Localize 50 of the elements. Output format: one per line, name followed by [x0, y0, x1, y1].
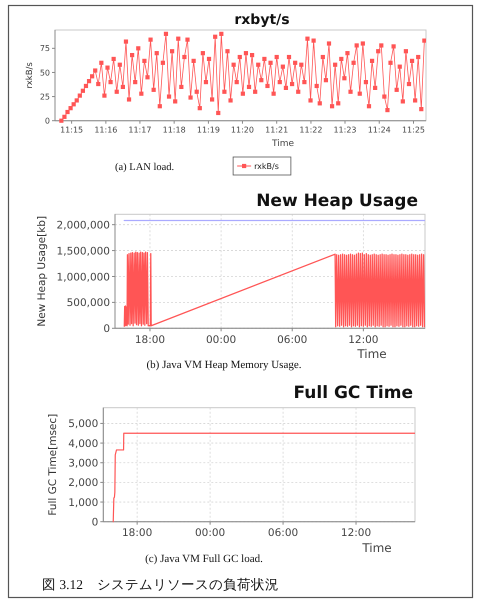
x-axis-title: Time: [356, 347, 387, 361]
chart-title: Full GC Time: [294, 383, 413, 403]
y-tick-label: 0: [103, 323, 110, 336]
x-tick-label: 12:00: [348, 334, 378, 346]
x-tick-label: 18:00: [134, 334, 166, 346]
x-tick-label: 11:20: [230, 126, 254, 135]
y-tick-label: 25: [40, 92, 50, 102]
x-tick-label: 00:00: [194, 527, 226, 540]
y-tick-label: 1,000: [68, 496, 98, 509]
x-tick-label: 06:00: [277, 334, 308, 346]
x-tick-label: 11:22: [299, 126, 322, 135]
y-tick-label: 3,000: [68, 458, 98, 470]
y-tick-label: 500,000: [66, 297, 110, 310]
x-tick-label: 11:18: [162, 126, 186, 135]
y-tick-label: 2,000,000: [56, 219, 110, 232]
y-axis-title: New Heap Usage[kb]: [36, 216, 48, 327]
x-tick-label: 11:16: [94, 126, 118, 135]
y-tick-label: 1,500,000: [56, 245, 110, 258]
y-tick-label: 75: [40, 44, 50, 54]
caption: 図 3.12 システムリソースの負荷状況: [42, 577, 279, 592]
y-axis-title: Full GC Time[msec]: [47, 414, 59, 516]
x-tick-label: 00:00: [206, 334, 236, 346]
line-series: [112, 432, 415, 522]
x-axis-title: Time: [361, 541, 392, 555]
y-tick-label: 2,000: [68, 477, 98, 490]
text: (b) Java VM Heap Memory Usage.: [146, 359, 302, 371]
y-tick-label: 1,000,000: [56, 271, 110, 284]
y-tick-label: 0: [92, 516, 98, 528]
y-axis-title: rxkB/s: [25, 62, 35, 89]
x-tick-label: 06:00: [268, 527, 298, 540]
text: (a) LAN load.: [115, 162, 174, 173]
x-tick-label: 18:00: [122, 527, 152, 540]
y-tick-label: 5,000: [68, 418, 98, 430]
chart-title: New Heap Usage: [256, 191, 418, 211]
line-series: [124, 251, 425, 328]
legend-label: rxkB/s: [254, 162, 279, 171]
x-tick-label: 11:15: [60, 126, 84, 135]
x-tick-label: 11:24: [368, 126, 391, 135]
y-tick-label: 0: [44, 116, 50, 126]
y-tick-label: 4,000: [68, 438, 98, 450]
y-tick-label: 50: [40, 68, 50, 78]
x-axis-title: Time: [270, 139, 294, 149]
x-tick-label: 11:21: [265, 126, 288, 135]
text: (c) Java VM Full GC load.: [145, 553, 264, 565]
x-tick-label: 11:17: [128, 126, 152, 135]
x-tick-label: 11:23: [333, 126, 357, 135]
chart-title: rxbyt/s: [234, 12, 290, 28]
x-tick-label: 11:25: [402, 126, 426, 135]
x-tick-label: 12:00: [340, 527, 372, 540]
x-tick-label: 11:19: [196, 126, 220, 135]
